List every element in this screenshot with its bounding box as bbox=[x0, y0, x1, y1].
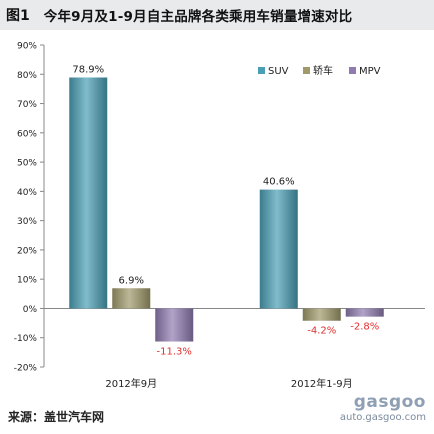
data-label: -2.8% bbox=[350, 322, 379, 333]
y-tick-label: 90% bbox=[17, 42, 37, 52]
bar-suv-1 bbox=[259, 189, 298, 309]
legend-label: 轿车 bbox=[313, 64, 333, 77]
legend-swatch-mpv bbox=[349, 67, 356, 74]
x-tick-label: 2012年9月 bbox=[105, 377, 157, 390]
bar-mpv-1 bbox=[345, 308, 384, 317]
data-label: -4.2% bbox=[307, 326, 336, 337]
y-tick-label: 10% bbox=[17, 276, 37, 286]
y-tick-label: 40% bbox=[17, 188, 37, 198]
y-tick-label: 20% bbox=[17, 246, 37, 256]
y-tick-label: 80% bbox=[17, 71, 37, 81]
legend-swatch-suv bbox=[258, 67, 265, 74]
y-tick-label: 70% bbox=[17, 100, 37, 110]
y-tick-label: 30% bbox=[17, 217, 37, 227]
legend-swatch-轿车 bbox=[303, 67, 310, 74]
data-label: -11.3% bbox=[157, 347, 192, 358]
legend-label: MPV bbox=[359, 66, 381, 77]
y-tick-label: -10% bbox=[14, 334, 38, 344]
y-tick-label: 0% bbox=[23, 305, 38, 315]
chart-title: 今年9月及1-9月自主品牌各类乘用车销量增速对比 bbox=[43, 9, 353, 25]
watermark: gasgoo auto.gasgoo.com bbox=[340, 392, 426, 423]
bar-chart: 90% 80% 70% 60% 50% 40% 30% 20% 10% 0% -10% -20% 78.… bbox=[14, 42, 425, 390]
legend-label: SUV bbox=[268, 66, 289, 77]
watermark-url: auto.gasgoo.com bbox=[339, 412, 426, 423]
y-tick-label: 50% bbox=[17, 159, 37, 169]
figure-number: 图1 bbox=[6, 8, 30, 24]
watermark-logo: gasgoo bbox=[353, 392, 426, 412]
y-tick-label: -20% bbox=[14, 364, 38, 374]
bar-mpv-0 bbox=[155, 308, 194, 342]
title-bar: 图1 今年9月及1-9月自主品牌各类乘用车销量增速对比 bbox=[0, 0, 434, 30]
data-label: 6.9% bbox=[119, 275, 144, 286]
bar-轿车-0 bbox=[112, 288, 151, 309]
data-label: 40.6% bbox=[263, 177, 295, 188]
y-tick-label: 60% bbox=[17, 129, 37, 139]
bar-轿车-1 bbox=[302, 308, 341, 321]
bar-suv-0 bbox=[69, 77, 108, 309]
x-tick-label: 2012年1-9月 bbox=[291, 377, 353, 390]
data-label: 78.9% bbox=[72, 64, 104, 75]
source-note: 来源：盖世汽车网 bbox=[8, 410, 105, 424]
